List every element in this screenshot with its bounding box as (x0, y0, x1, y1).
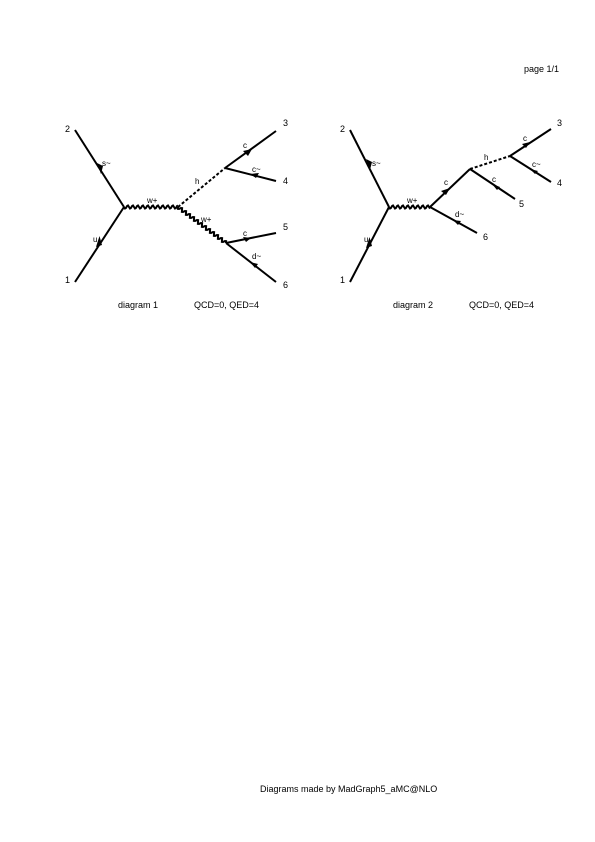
d2-arrow-c3 (522, 142, 530, 148)
d2-label-u: u (364, 235, 368, 244)
d2-ext-4: 4 (557, 178, 562, 188)
d2-arrow-cbar4 (530, 169, 538, 174)
d2-ext-1: 1 (340, 275, 345, 285)
d1-label-dbar6: d~ (252, 252, 261, 261)
d1-label-u: u (93, 235, 97, 244)
d2-ext-2: 2 (340, 124, 345, 134)
d1-label-cbar4: c~ (252, 165, 261, 174)
d1-arrow-u (96, 236, 102, 247)
diagram-2-label: diagram 2 (393, 300, 434, 310)
diagram-2-orders: QCD=0, QED=4 (469, 300, 535, 310)
d2-dashed-h (469, 155, 511, 170)
d2-label-h: h (484, 153, 488, 162)
d2-label-c3: c (523, 134, 527, 143)
d1-arrow-c3 (243, 149, 252, 156)
d2-label-c5: c (492, 175, 496, 184)
d1-label-w1: w+ (146, 196, 158, 205)
diagram-1-label: diagram 1 (118, 300, 159, 310)
d2-line-dbar6 (429, 206, 478, 234)
footer-credit: Diagrams made by MadGraph5_aMC@NLO (260, 784, 438, 794)
d1-label-h: h (195, 177, 199, 186)
d1-ext-5: 5 (283, 222, 288, 232)
page-number: page 1/1 (524, 64, 560, 74)
diagram-1-orders: QCD=0, QED=4 (194, 300, 260, 310)
d2-wavy-w (388, 204, 431, 210)
d1-arrow-sbar (97, 163, 103, 174)
d1-arrow-c5 (243, 237, 251, 242)
d1-wavy-w1 (123, 204, 179, 210)
d2-arrow-u (366, 237, 372, 248)
d1-label-sbar: s~ (102, 159, 111, 168)
d2-label-cbar4: c~ (532, 160, 541, 169)
d1-line-cbar4 (224, 167, 277, 182)
d1-ext-2: 2 (65, 124, 70, 134)
d1-ext-4: 4 (283, 176, 288, 186)
d1-dashed-h (177, 167, 226, 208)
d1-arrow-dbar6 (250, 262, 258, 268)
d2-ext-5: 5 (519, 199, 524, 209)
d2-line-cbar4 (509, 155, 552, 183)
d1-label-c5: c (243, 229, 247, 238)
d2-label-w: w+ (406, 196, 418, 205)
d2-line-c3 (509, 128, 552, 157)
d2-arrow-c5 (492, 184, 500, 190)
d1-label-c3: c (243, 141, 247, 150)
d2-ext-6: 6 (483, 232, 488, 242)
d1-label-w2: w+ (200, 215, 212, 224)
d2-ext-3: 3 (557, 118, 562, 128)
d1-ext-3: 3 (283, 118, 288, 128)
d2-label-dbar6: d~ (455, 210, 464, 219)
d1-ext-6: 6 (283, 280, 288, 290)
d2-label-c-int: c (444, 178, 448, 187)
d1-wavy-w2 (176, 206, 228, 244)
d2-arrow-dbar6 (453, 220, 461, 225)
d2-label-sbar: s~ (372, 159, 381, 168)
d2-arrow-c-int (441, 188, 450, 195)
d2-line-c5 (469, 168, 516, 200)
diagram-2: 1 2 3 4 5 6 u s~ w+ c d~ h c c c~ (340, 118, 562, 285)
d2-arrow-sbar (366, 159, 372, 170)
d1-arrow-cbar4 (250, 173, 259, 178)
diagram-1: 1 2 3 4 5 6 u s~ w+ h w+ c c~ c d~ (65, 118, 288, 290)
d1-ext-1: 1 (65, 275, 70, 285)
